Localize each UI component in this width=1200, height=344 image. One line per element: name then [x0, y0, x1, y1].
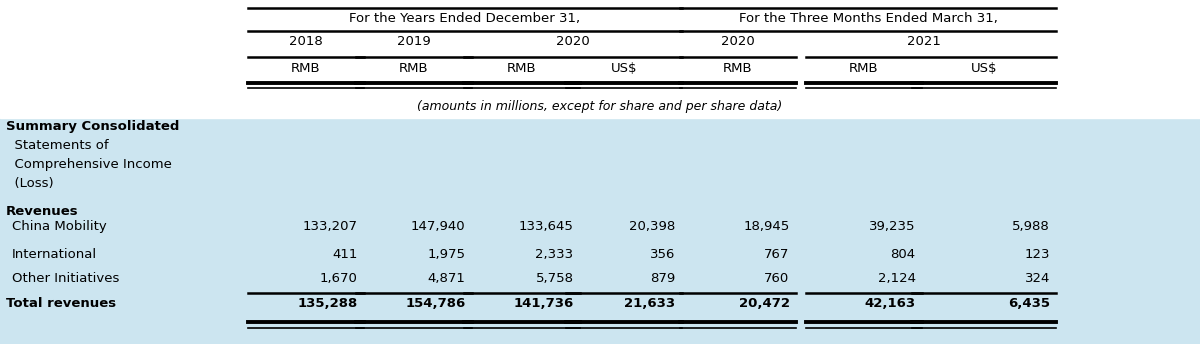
Text: 147,940: 147,940: [410, 220, 466, 233]
Bar: [0, 0, 1200, 118]
Text: International: International: [12, 248, 97, 261]
Text: 2018: 2018: [289, 35, 323, 48]
Text: (Loss): (Loss): [6, 177, 54, 190]
Text: China Mobility: China Mobility: [12, 220, 107, 233]
Text: Statements of: Statements of: [6, 139, 109, 152]
Text: RMB: RMB: [850, 62, 878, 75]
Text: 39,235: 39,235: [869, 220, 916, 233]
Text: 5,988: 5,988: [1013, 220, 1050, 233]
Text: 18,945: 18,945: [743, 220, 790, 233]
Text: Other Initiatives: Other Initiatives: [12, 272, 119, 285]
Bar: [0, 118, 1200, 344]
Text: 141,736: 141,736: [514, 297, 574, 310]
Text: 154,786: 154,786: [406, 297, 466, 310]
Text: US$: US$: [971, 62, 997, 75]
Bar: [0, 118, 1200, 344]
Text: 20,472: 20,472: [739, 297, 790, 310]
Text: 2,333: 2,333: [535, 248, 574, 261]
Text: 411: 411: [332, 248, 358, 261]
Text: 133,207: 133,207: [302, 220, 358, 233]
Text: 2020: 2020: [721, 35, 755, 48]
Text: 804: 804: [890, 248, 916, 261]
Text: 1,975: 1,975: [427, 248, 466, 261]
Text: 5,758: 5,758: [535, 272, 574, 285]
Text: RMB: RMB: [724, 62, 752, 75]
Text: Comprehensive Income: Comprehensive Income: [6, 158, 172, 171]
Text: RMB: RMB: [508, 62, 536, 75]
Text: Summary Consolidated: Summary Consolidated: [6, 120, 179, 133]
Text: 133,645: 133,645: [518, 220, 574, 233]
Text: US$: US$: [611, 62, 637, 75]
Text: 20,398: 20,398: [629, 220, 676, 233]
Text: 1,670: 1,670: [319, 272, 358, 285]
Text: 123: 123: [1025, 248, 1050, 261]
Text: 2019: 2019: [397, 35, 431, 48]
Text: 6,435: 6,435: [1008, 297, 1050, 310]
Text: 42,163: 42,163: [864, 297, 916, 310]
Text: 21,633: 21,633: [624, 297, 676, 310]
Text: Total revenues: Total revenues: [6, 297, 116, 310]
Text: For the Years Ended December 31,: For the Years Ended December 31,: [349, 12, 581, 25]
Text: 135,288: 135,288: [298, 297, 358, 310]
Text: RMB: RMB: [292, 62, 320, 75]
Text: 2,124: 2,124: [877, 272, 916, 285]
Text: RMB: RMB: [400, 62, 428, 75]
Text: 2020: 2020: [556, 35, 590, 48]
Text: 324: 324: [1025, 272, 1050, 285]
Bar: [0, 118, 1200, 344]
Text: 356: 356: [650, 248, 676, 261]
Text: (amounts in millions, except for share and per share data): (amounts in millions, except for share a…: [418, 100, 782, 113]
Text: 760: 760: [764, 272, 790, 285]
Text: Revenues: Revenues: [6, 205, 79, 218]
Text: 4,871: 4,871: [427, 272, 466, 285]
Text: 879: 879: [650, 272, 676, 285]
Text: For the Three Months Ended March 31,: For the Three Months Ended March 31,: [739, 12, 997, 25]
Text: 767: 767: [764, 248, 790, 261]
Text: 2021: 2021: [907, 35, 941, 48]
